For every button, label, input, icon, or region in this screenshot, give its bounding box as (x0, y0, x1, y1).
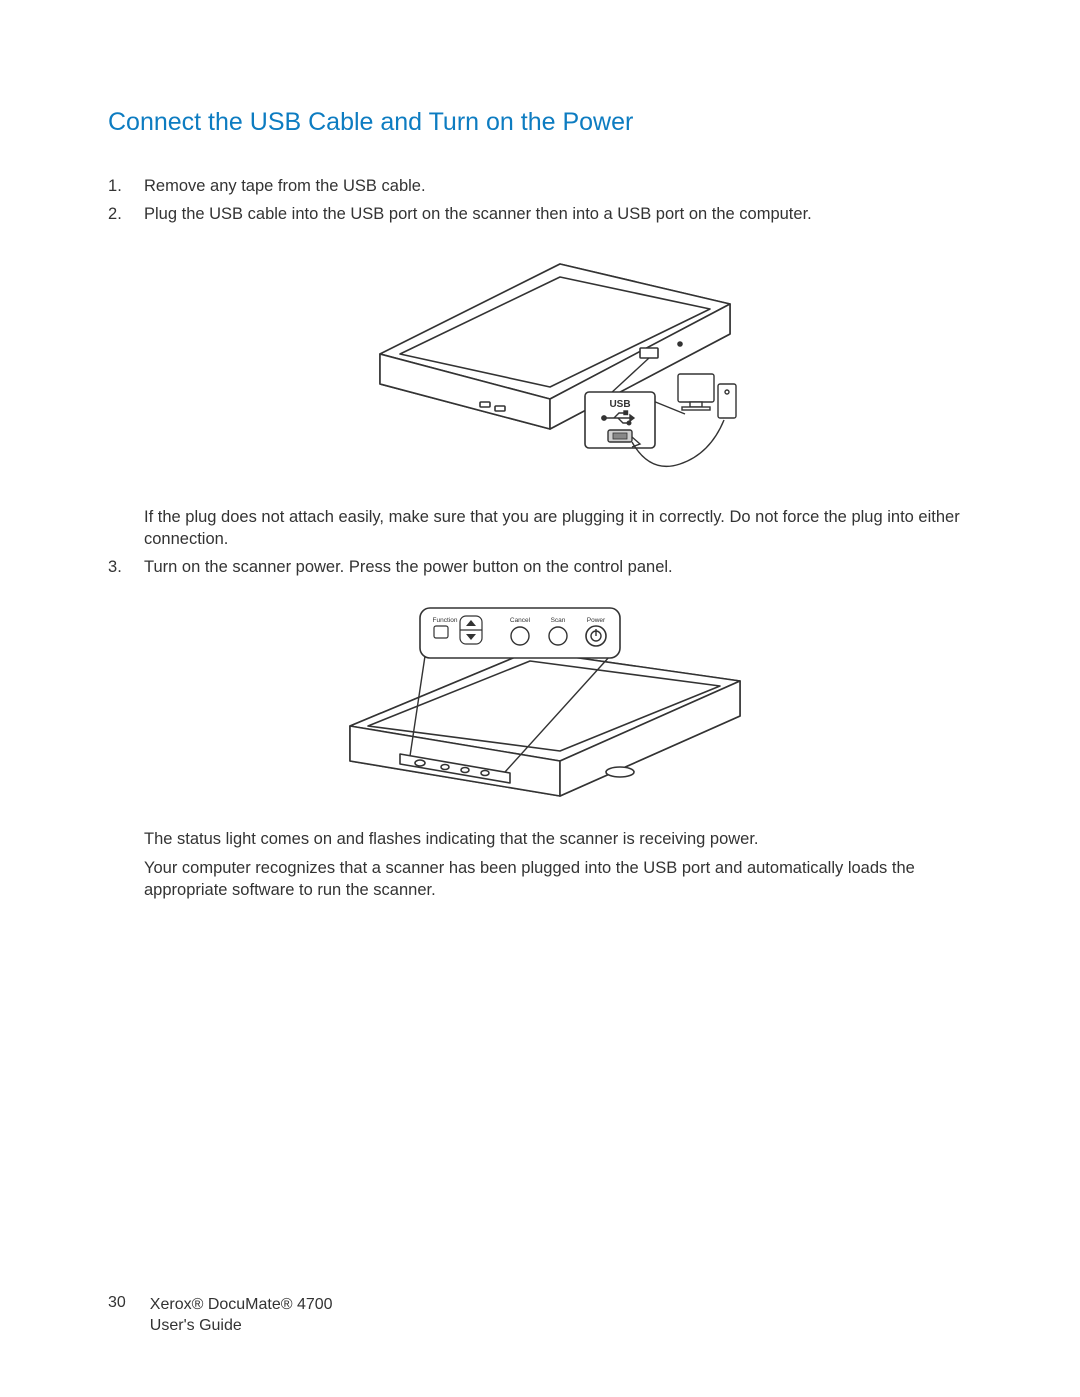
page-footer: 30 Xerox® DocuMate® 4700 User's Guide (108, 1294, 333, 1337)
scanner-panel-illustration: Function Cancel Scan Power (310, 596, 770, 806)
usb-callout: USB (585, 392, 655, 448)
control-panel-callout: Function Cancel Scan Power (420, 608, 620, 658)
footer-doc-title: User's Guide (150, 1315, 333, 1337)
step-1: Remove any tape from the USB cable. (108, 175, 972, 197)
figure-control-panel: Function Cancel Scan Power (108, 596, 972, 806)
steps-list: Remove any tape from the USB cable. Plug… (108, 175, 972, 226)
scanner-usb-illustration: USB (310, 244, 770, 484)
page-number: 30 (108, 1294, 126, 1312)
figure-usb-connection: USB (108, 244, 972, 484)
power-label: Power (587, 617, 606, 624)
cancel-label: Cancel (510, 617, 531, 624)
usb-label: USB (609, 399, 630, 410)
step-2-note: If the plug does not attach easily, make… (108, 506, 972, 551)
footer-product: Xerox® DocuMate® 4700 (150, 1294, 333, 1316)
computer-icon (678, 374, 736, 418)
page-content: Connect the USB Cable and Turn on the Po… (108, 108, 972, 907)
step-3-note-b: Your computer recognizes that a scanner … (108, 857, 972, 902)
step-3-note-a: The status light comes on and flashes in… (108, 828, 972, 850)
step-3: Turn on the scanner power. Press the pow… (108, 556, 972, 578)
function-label: Function (433, 617, 458, 624)
step-2: Plug the USB cable into the USB port on … (108, 203, 972, 225)
section-heading: Connect the USB Cable and Turn on the Po… (108, 108, 972, 137)
steps-list-cont: Turn on the scanner power. Press the pow… (108, 556, 972, 578)
scan-label: Scan (551, 617, 566, 624)
